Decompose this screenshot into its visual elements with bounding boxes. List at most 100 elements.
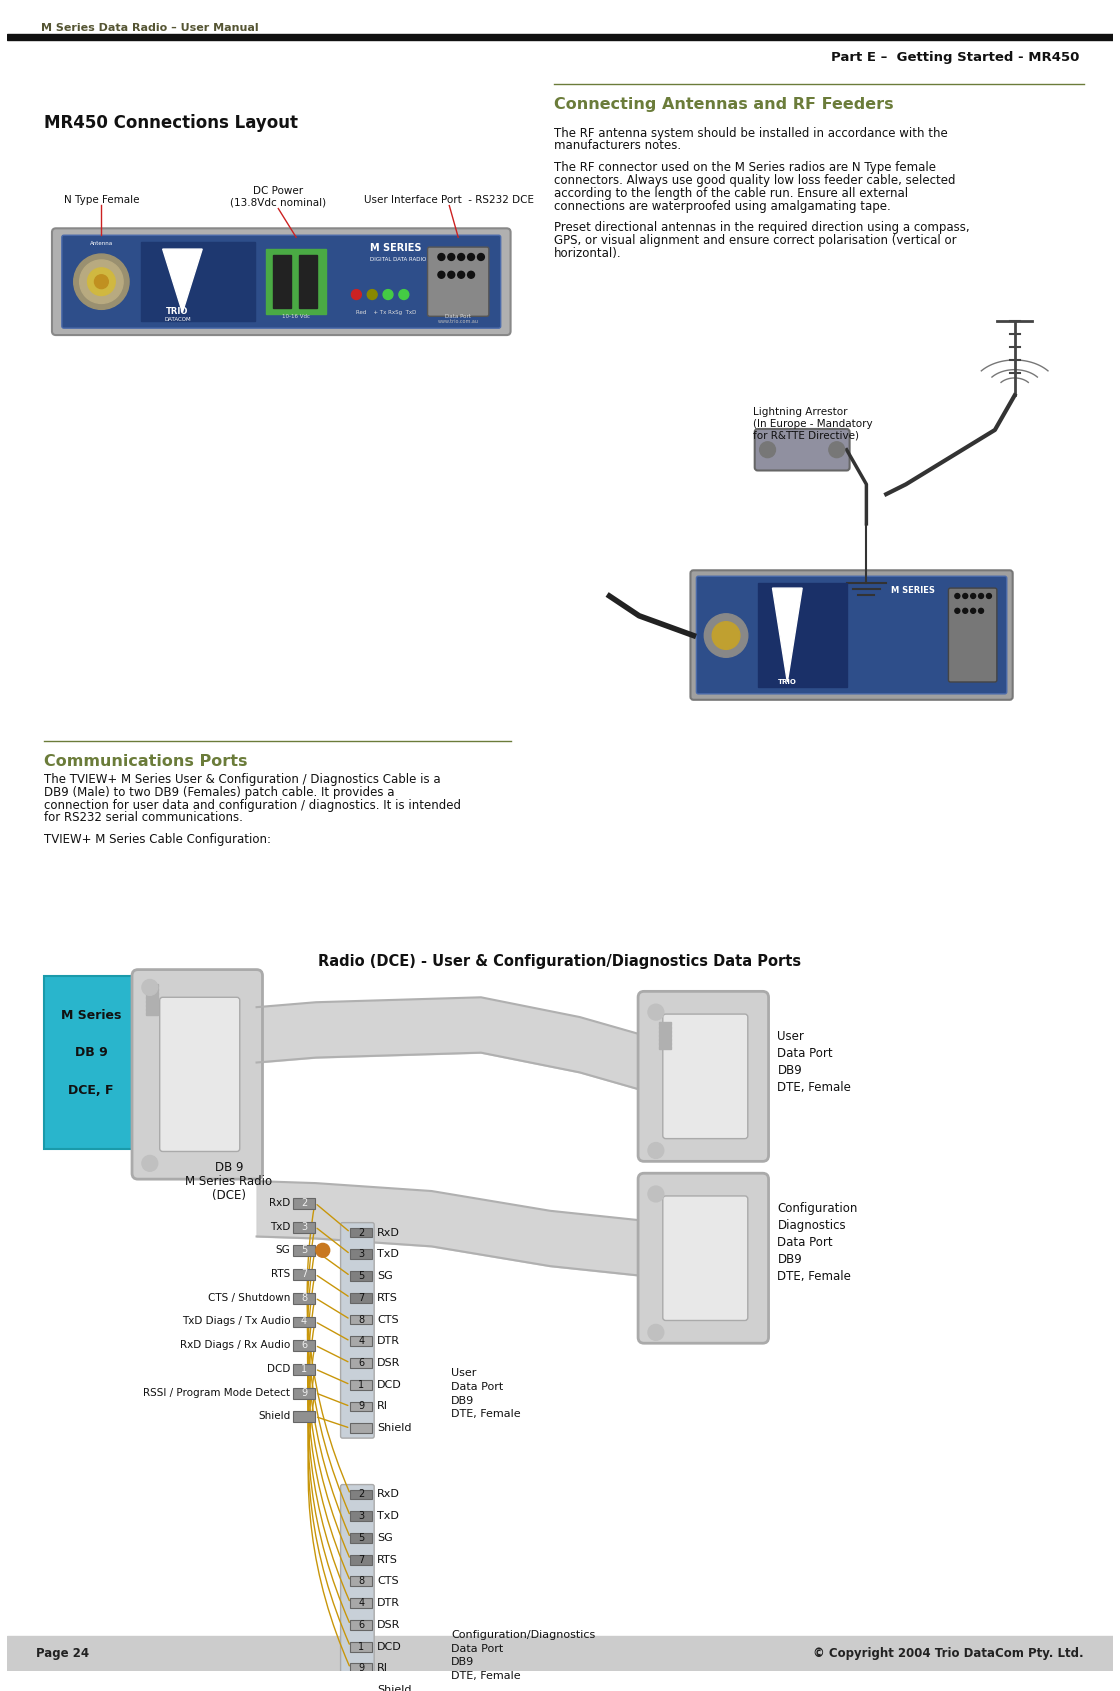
- Bar: [293, 1412, 315, 1422]
- Text: The RF antenna system should be installed in accordance with the: The RF antenna system should be installe…: [554, 127, 948, 140]
- Bar: [141, 242, 254, 321]
- Text: Radio (DCE) - User & Configuration/Diagnostics Data Ports: Radio (DCE) - User & Configuration/Diagn…: [318, 954, 802, 969]
- Circle shape: [74, 254, 129, 309]
- Text: DCD: DCD: [377, 1642, 402, 1652]
- Bar: [659, 1026, 671, 1028]
- Bar: [7, 34, 1113, 39]
- Text: Page 24: Page 24: [36, 1647, 90, 1661]
- Text: Data Port: Data Port: [446, 315, 472, 320]
- FancyBboxPatch shape: [638, 1174, 768, 1343]
- Bar: [351, 1250, 372, 1260]
- Bar: [293, 1197, 315, 1209]
- Text: RxD Diags / Rx Audio: RxD Diags / Rx Audio: [180, 1341, 290, 1349]
- Bar: [293, 1341, 315, 1351]
- Text: M SERIES: M SERIES: [371, 244, 422, 254]
- Text: 6: 6: [358, 1358, 364, 1368]
- Text: DSR: DSR: [377, 1358, 401, 1368]
- Text: DSR: DSR: [377, 1620, 401, 1630]
- Circle shape: [979, 594, 983, 599]
- Text: 6: 6: [301, 1341, 307, 1349]
- Bar: [293, 1365, 315, 1375]
- Text: The RF connector used on the M Series radios are N Type female: The RF connector used on the M Series ra…: [554, 161, 936, 174]
- Text: RTS: RTS: [377, 1292, 398, 1302]
- Bar: [351, 1490, 372, 1500]
- Bar: [146, 1001, 158, 1003]
- Text: User: User: [777, 1030, 804, 1043]
- Text: DB9: DB9: [777, 1064, 802, 1077]
- Text: DCE, F: DCE, F: [68, 1084, 114, 1097]
- Text: CTS / Shutdown: CTS / Shutdown: [208, 1292, 290, 1302]
- Circle shape: [955, 609, 960, 614]
- Circle shape: [648, 1324, 664, 1341]
- FancyBboxPatch shape: [340, 1485, 374, 1691]
- Text: 8: 8: [358, 1314, 364, 1324]
- FancyBboxPatch shape: [340, 1223, 374, 1437]
- Circle shape: [712, 622, 740, 649]
- Text: 1: 1: [301, 1365, 307, 1373]
- FancyBboxPatch shape: [160, 998, 240, 1152]
- Polygon shape: [162, 249, 203, 313]
- Text: Part E –  Getting Started - MR450: Part E – Getting Started - MR450: [831, 51, 1079, 64]
- Bar: [351, 1642, 372, 1652]
- Bar: [659, 1021, 671, 1025]
- Text: 9: 9: [301, 1388, 307, 1398]
- Circle shape: [352, 289, 362, 299]
- Bar: [146, 1004, 158, 1008]
- Text: 7: 7: [358, 1292, 364, 1302]
- Bar: [351, 1576, 372, 1586]
- Text: 2: 2: [358, 1490, 364, 1500]
- Bar: [146, 993, 158, 996]
- Text: 3: 3: [301, 1221, 307, 1231]
- FancyBboxPatch shape: [663, 1196, 748, 1321]
- Text: 3: 3: [358, 1512, 364, 1522]
- FancyBboxPatch shape: [62, 235, 501, 328]
- Text: (13.8Vdc nominal): (13.8Vdc nominal): [231, 198, 326, 208]
- Circle shape: [438, 254, 445, 260]
- Circle shape: [367, 289, 377, 299]
- Bar: [267, 249, 326, 315]
- Bar: [659, 1038, 671, 1040]
- Text: Data Port: Data Port: [451, 1382, 504, 1392]
- Bar: [146, 1013, 158, 1015]
- Bar: [293, 1245, 315, 1256]
- Bar: [351, 1358, 372, 1368]
- Text: RxD: RxD: [377, 1228, 400, 1238]
- Text: TRIO: TRIO: [778, 680, 796, 685]
- Circle shape: [94, 274, 109, 289]
- Text: according to the length of the cable run. Ensure all external: according to the length of the cable run…: [554, 186, 908, 200]
- Text: Data Port: Data Port: [451, 1644, 504, 1654]
- Bar: [351, 1228, 372, 1238]
- Text: DTE, Female: DTE, Female: [777, 1270, 851, 1282]
- Circle shape: [704, 614, 748, 658]
- Text: manufacturers notes.: manufacturers notes.: [554, 139, 681, 152]
- Text: M Series: M Series: [60, 1008, 121, 1021]
- Text: DIGITAL DATA RADIO: DIGITAL DATA RADIO: [371, 257, 427, 262]
- Text: 7: 7: [301, 1268, 307, 1278]
- Circle shape: [648, 1004, 664, 1020]
- Circle shape: [316, 1243, 329, 1256]
- Circle shape: [971, 609, 976, 614]
- FancyBboxPatch shape: [52, 228, 511, 335]
- Text: 3: 3: [358, 1250, 364, 1260]
- Bar: [351, 1534, 372, 1542]
- Bar: [146, 989, 158, 991]
- Text: The TVIEW+ M Series User & Configuration / Diagnostics Cable is a: The TVIEW+ M Series User & Configuration…: [44, 773, 440, 786]
- Bar: [659, 1033, 671, 1037]
- Text: RTS: RTS: [271, 1268, 290, 1278]
- Text: Preset directional antennas in the required direction using a compass,: Preset directional antennas in the requi…: [554, 222, 970, 235]
- FancyBboxPatch shape: [638, 991, 768, 1162]
- Bar: [351, 1380, 372, 1390]
- Circle shape: [955, 594, 960, 599]
- FancyBboxPatch shape: [949, 588, 997, 681]
- Text: CTS: CTS: [377, 1576, 399, 1586]
- Text: TxD: TxD: [377, 1250, 399, 1260]
- Text: Diagnostics: Diagnostics: [777, 1219, 846, 1233]
- Text: for RS232 serial communications.: for RS232 serial communications.: [44, 812, 243, 825]
- Bar: [351, 1424, 372, 1434]
- Text: RI: RI: [377, 1664, 389, 1674]
- Circle shape: [448, 271, 455, 279]
- Bar: [146, 996, 158, 999]
- Text: SG: SG: [276, 1245, 290, 1255]
- Text: TxD Diags / Tx Audio: TxD Diags / Tx Audio: [181, 1317, 290, 1326]
- Bar: [293, 1388, 315, 1398]
